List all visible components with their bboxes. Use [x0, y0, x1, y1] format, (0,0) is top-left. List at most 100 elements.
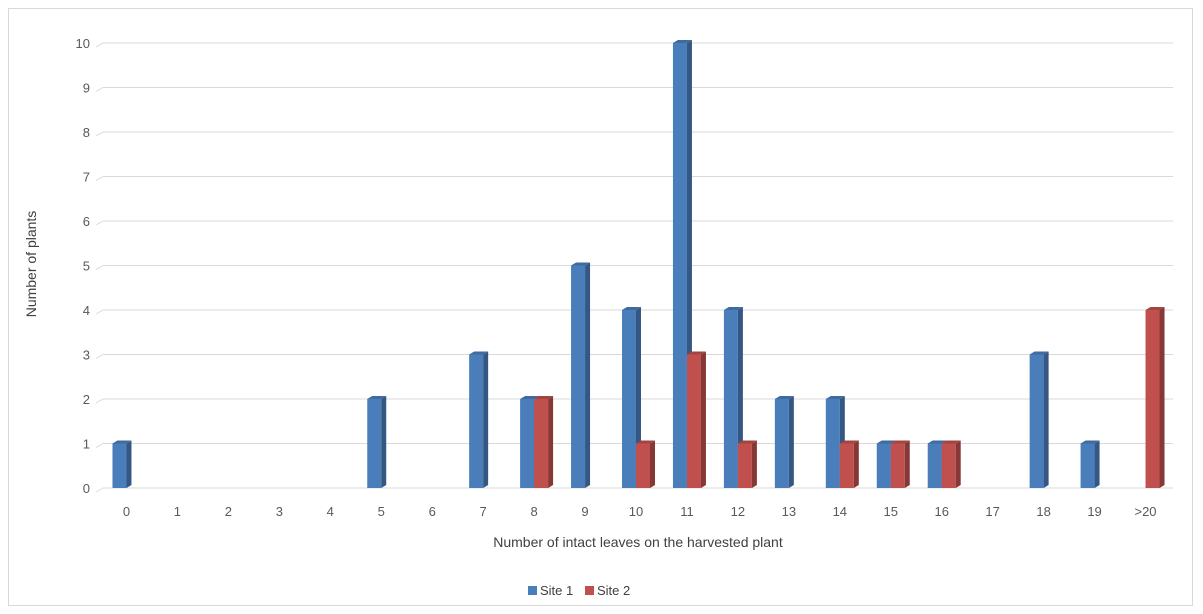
x-tick-label: 10 — [629, 504, 643, 519]
bar-side — [381, 396, 387, 488]
y-axis-title: Number of plants — [23, 211, 39, 318]
bar-front — [1029, 354, 1044, 488]
bar-top — [825, 396, 845, 399]
bar-site-1-18 — [1029, 351, 1049, 488]
bar-front — [112, 443, 127, 488]
bar-side — [700, 351, 706, 488]
bar-top — [469, 351, 489, 355]
bar-top — [636, 440, 655, 444]
bar-side — [1094, 440, 1100, 488]
bar-front — [890, 443, 905, 488]
y-tick-label: 6 — [83, 214, 90, 229]
gridline-edge — [95, 309, 104, 315]
bar-top — [737, 440, 757, 444]
bar-front — [737, 443, 752, 488]
bar-site-2-8 — [534, 396, 554, 488]
bar-site-2-16 — [941, 440, 961, 488]
bar-top — [927, 440, 947, 444]
y-tick-label: 0 — [83, 481, 90, 496]
bar-front — [672, 43, 687, 488]
bar-side — [1159, 307, 1165, 488]
y-tick-label: 7 — [83, 170, 90, 185]
bar-top — [622, 307, 641, 310]
gridline-edge — [95, 42, 104, 48]
bar-front — [686, 354, 701, 488]
y-tick-label: 2 — [83, 392, 90, 407]
bar-front — [941, 443, 956, 488]
legend-swatch — [585, 586, 594, 595]
y-tick-label: 8 — [83, 125, 90, 140]
bar-side — [483, 351, 489, 488]
bar-site-1-5 — [367, 396, 387, 488]
bar-top — [367, 396, 387, 399]
x-tick-label: 11 — [680, 504, 694, 519]
bar-front — [1080, 443, 1095, 488]
bar-site-2-12 — [737, 440, 757, 488]
gridline-edge — [95, 265, 104, 270]
legend-swatch — [528, 586, 537, 595]
x-axis-title: Number of intact leaves on the harvested… — [493, 534, 783, 550]
x-tick-label: 19 — [1087, 504, 1101, 519]
x-tick-label: 1 — [174, 504, 181, 519]
bar-top — [672, 40, 692, 43]
legend: Site 1 Site 2 — [528, 583, 630, 598]
bar-front — [534, 399, 549, 488]
bar-front — [520, 399, 535, 488]
bar-site-2->20 — [1145, 307, 1165, 488]
y-tick-label: 9 — [83, 81, 90, 96]
bar-site-2-15 — [890, 440, 910, 488]
gridline-edge — [95, 131, 104, 137]
x-tick-label: 13 — [782, 504, 796, 519]
bar-front — [825, 399, 840, 488]
bar-side — [548, 396, 554, 488]
bar-site-2-14 — [839, 440, 859, 488]
y-tick-label: 1 — [83, 437, 90, 452]
bar-side — [955, 440, 961, 488]
chart-frame — [8, 8, 1193, 606]
x-tick-label: 17 — [985, 504, 999, 519]
legend-label: Site 2 — [597, 583, 630, 598]
bar-top — [571, 262, 591, 266]
gridline-edge — [95, 398, 104, 404]
x-tick-labels: 0 1 2 3 4 5 6 7 8 9 10 11 12 13 14 15 16 17 18 19 >20 — [123, 504, 1157, 519]
bar-top — [1145, 307, 1165, 310]
bar-top — [774, 396, 794, 399]
x-tick-label: 16 — [934, 504, 948, 519]
x-tick-label: 0 — [123, 504, 130, 519]
x-tick-label: 3 — [276, 504, 283, 519]
bar-front — [622, 310, 636, 488]
bar-top — [839, 440, 859, 444]
bar-front — [1145, 310, 1160, 488]
x-tick-label: 4 — [327, 504, 334, 519]
bar-side — [585, 262, 591, 488]
bar-front — [723, 310, 738, 488]
bar-top — [520, 396, 540, 399]
gridline-edge — [95, 443, 104, 448]
gridline-edge — [95, 87, 104, 92]
y-tick-label: 10 — [76, 36, 90, 51]
y-tick-label: 4 — [83, 303, 90, 318]
x-tick-label: 18 — [1036, 504, 1050, 519]
bar-front — [636, 443, 650, 488]
bar-side — [788, 396, 794, 488]
y-tick-label: 3 — [83, 348, 90, 363]
bar-front — [367, 399, 382, 488]
bar-side — [904, 440, 910, 488]
bar-front — [571, 265, 586, 488]
x-tick-label: 9 — [581, 504, 588, 519]
x-tick-label: 8 — [530, 504, 537, 519]
x-tick-label: 12 — [731, 504, 745, 519]
bar-front — [774, 399, 789, 488]
x-tick-label: 15 — [884, 504, 898, 519]
bar-top — [112, 440, 132, 444]
gridline-edge — [95, 354, 104, 359]
y-tick-labels: 0 1 2 3 4 5 6 7 8 9 10 — [76, 36, 90, 496]
y-tick-label: 5 — [83, 259, 90, 274]
bar-top — [686, 351, 706, 355]
bar-site-1-13 — [774, 396, 794, 488]
bar-top — [941, 440, 961, 444]
bar-side — [126, 440, 132, 488]
bar-side — [650, 440, 655, 488]
bar-front — [876, 443, 891, 488]
